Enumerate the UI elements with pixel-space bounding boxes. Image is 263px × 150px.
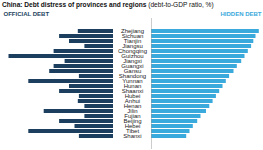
svg-text:Beijing: Beijing bbox=[123, 118, 142, 125]
svg-text:Guizhou: Guizhou bbox=[121, 53, 144, 60]
svg-text:HIDDEN DEBT: HIDDEN DEBT bbox=[220, 11, 261, 17]
svg-text:Chongqing: Chongqing bbox=[118, 48, 147, 55]
svg-text:Shanxi: Shanxi bbox=[123, 133, 141, 139]
svg-text:Gansu: Gansu bbox=[123, 68, 142, 75]
svg-text:Hunan: Hunan bbox=[123, 83, 142, 90]
svg-text:Jiangxi: Jiangxi bbox=[123, 58, 142, 65]
svg-text:Jiangsu: Jiangsu bbox=[122, 43, 143, 50]
svg-text:OFFICIAL DEBT: OFFICIAL DEBT bbox=[4, 11, 50, 17]
svg-text:Henan: Henan bbox=[123, 103, 142, 110]
svg-text:Fujian: Fujian bbox=[124, 113, 141, 120]
html-text:China: Debt distress of provin: China: Debt distress of provinces and re… bbox=[2, 1, 214, 8]
svg-text:Shandong: Shandong bbox=[118, 73, 147, 80]
svg-text:Yunnan: Yunnan bbox=[122, 78, 143, 85]
svg-text:Anhui: Anhui bbox=[124, 98, 141, 105]
svg-text:Hebei: Hebei bbox=[124, 123, 141, 130]
svg-text:Tibet: Tibet bbox=[125, 128, 140, 135]
svg-text:Jilin: Jilin bbox=[127, 108, 138, 115]
svg-text:Zhejiang: Zhejiang bbox=[121, 28, 144, 35]
svg-text:Tianjin: Tianjin bbox=[123, 38, 142, 45]
svg-text:Sichuan: Sichuan bbox=[121, 33, 144, 40]
svg-text:Guangxi: Guangxi bbox=[121, 63, 144, 70]
svg-text:Shaanxi: Shaanxi bbox=[121, 88, 144, 95]
svg-text:Hubei: Hubei bbox=[124, 93, 141, 100]
